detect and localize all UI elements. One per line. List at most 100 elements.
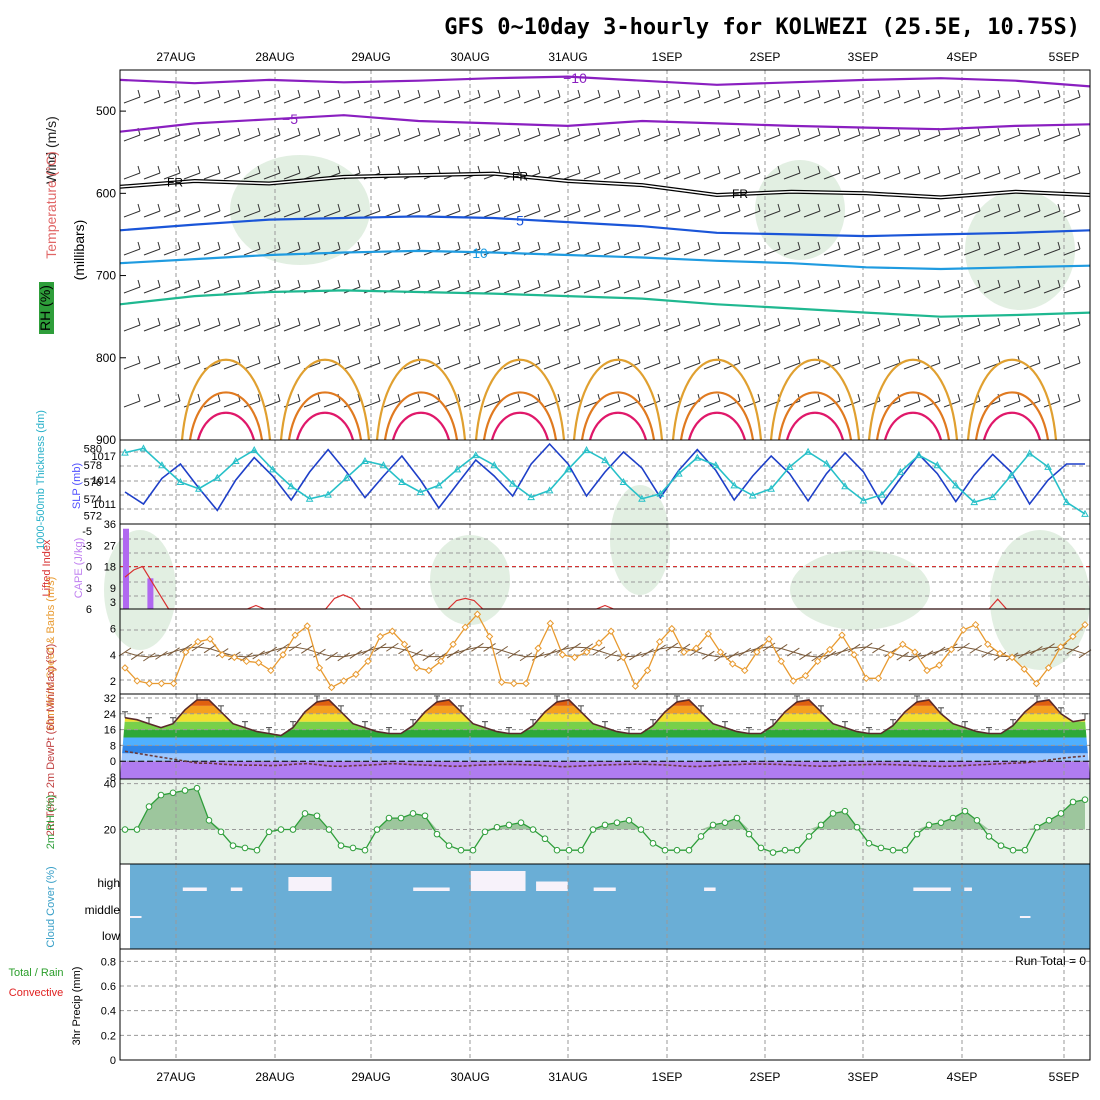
rh2m-label: 2m RH (%) <box>45 795 57 849</box>
wind10m-marker <box>340 677 348 685</box>
wind10m-marker <box>668 624 676 633</box>
wind-barb <box>263 127 281 142</box>
wind-barb <box>243 241 261 256</box>
wind10m-marker <box>230 653 239 662</box>
cloud-level-label: low <box>102 929 120 943</box>
wind-barb <box>823 279 841 294</box>
wind10m-marker <box>947 645 956 654</box>
rh2m-marker <box>577 846 585 854</box>
wind-barb <box>963 165 981 180</box>
rh2m-marker <box>361 846 369 854</box>
slp-line <box>124 442 1085 512</box>
cloud-high-segment <box>704 887 716 891</box>
thickness-slp-panel: 580 578 576 574 572 1017 1014 1011 <box>84 439 1091 525</box>
isotherm-20 <box>375 358 467 441</box>
wind-barb <box>363 393 381 408</box>
wind-barb <box>963 317 981 332</box>
lifted-index-label: Lifted Index <box>41 539 53 596</box>
wind-barb <box>803 317 821 332</box>
thickness-marker <box>545 486 554 494</box>
rh2m-marker <box>457 846 465 854</box>
wind10m-marker <box>267 666 275 675</box>
wind-barb <box>143 317 161 332</box>
wind-barb <box>263 203 281 218</box>
rh2m-marker <box>733 814 741 822</box>
dewpoint-line <box>124 750 1086 768</box>
wind-barb <box>423 89 441 104</box>
thickness-marker <box>1007 471 1015 479</box>
wind10m-tick-label: 4 <box>110 650 116 662</box>
wind-barb <box>303 203 321 218</box>
thickness-marker <box>951 481 960 489</box>
wind-barb <box>723 127 741 142</box>
wind-barb <box>1023 317 1041 332</box>
rh2m-marker <box>937 819 945 826</box>
temp2m-tick-label: 24 <box>104 709 116 721</box>
wind-barb <box>823 165 841 180</box>
wind-barb <box>883 89 901 104</box>
wind10m-marker <box>145 679 154 688</box>
x-axis-bottom: 27AUG 28AUG 29AUG 30AUG 31AUG 1SEP 2SEP 3SEP 4SE… <box>156 1070 1079 1084</box>
wind10m-marker <box>194 637 202 646</box>
thickness-marker <box>287 482 295 490</box>
wind-barb <box>543 355 561 370</box>
wind-barb <box>803 393 821 408</box>
wind-barb <box>503 89 521 104</box>
wind-barb <box>263 165 281 180</box>
wind-barb <box>143 279 161 294</box>
rh2m-marker <box>997 842 1005 849</box>
wind-barb <box>403 393 421 408</box>
wind10m-marker <box>1032 679 1041 688</box>
wind10m-marker <box>1044 664 1053 672</box>
wind-barb <box>983 317 1001 332</box>
isotherm-label: 5 <box>516 212 524 228</box>
wind-barb <box>903 393 921 408</box>
rh2m-marker <box>325 826 333 833</box>
rh-shading <box>990 530 1090 670</box>
temp2m-tick-label: 8 <box>110 740 116 752</box>
wind-barb <box>263 355 281 370</box>
wind-barb <box>983 241 1001 256</box>
isotherm--5 <box>119 114 1091 133</box>
rh2m-panel: 40 20 <box>104 778 1091 865</box>
panel-ylabels: 1000-500mb Thickness (dm) SLP (mb) Lifte… <box>8 410 85 1045</box>
wind-barb <box>683 89 701 104</box>
wind-barb <box>923 393 941 408</box>
wind10m-marker <box>169 679 178 688</box>
wind-barb <box>423 127 441 142</box>
li-tick-label: -3 <box>82 540 92 552</box>
wind-barb <box>703 241 721 256</box>
isotherm-label: −5 <box>282 111 298 127</box>
wind-barb <box>523 317 541 332</box>
millibars-label: (millibars) <box>71 220 87 281</box>
wind10m-marker <box>728 660 737 668</box>
wind-barb <box>683 203 701 218</box>
cloud-cover-panel: high middle low <box>85 863 1091 950</box>
rh2m-marker <box>625 817 633 824</box>
thickness-marker <box>342 473 351 481</box>
wind-barb <box>843 317 861 332</box>
rh2m-marker <box>481 828 489 836</box>
wind-barb <box>763 279 781 294</box>
wind10m-marker <box>534 644 542 652</box>
pressure-tick-label: 600 <box>96 186 116 200</box>
wind-barb <box>243 89 261 104</box>
wind-barb <box>283 89 301 104</box>
x-tick-label: 2SEP <box>750 1070 781 1084</box>
wind10m-marker <box>680 648 688 656</box>
wind-barb <box>223 127 241 142</box>
rh2m-marker <box>229 842 237 849</box>
wind-barb <box>983 393 1001 408</box>
wind-barb <box>623 279 641 294</box>
wind-barb <box>343 355 361 370</box>
x-tick-label: 29AUG <box>351 50 390 64</box>
wind-barb <box>503 203 521 218</box>
wind-barb <box>423 317 441 332</box>
wind-barb <box>703 393 721 408</box>
wind10m-marker <box>327 683 336 692</box>
wind-barb <box>783 89 801 104</box>
slp-label: SLP (mb) <box>71 463 83 509</box>
wind10m-marker <box>218 651 226 659</box>
wind10m-marker <box>911 648 919 656</box>
